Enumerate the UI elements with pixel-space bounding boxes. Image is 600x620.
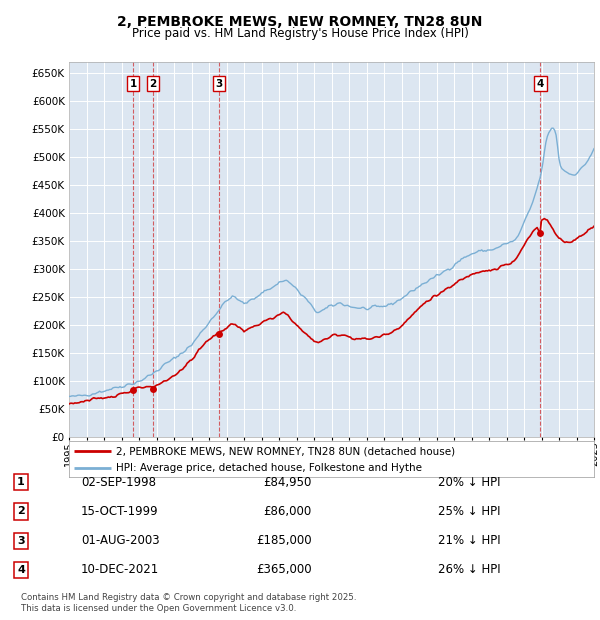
Text: 2: 2 — [149, 79, 157, 89]
Text: 2: 2 — [17, 507, 25, 516]
Text: 25% ↓ HPI: 25% ↓ HPI — [438, 505, 500, 518]
Text: 1: 1 — [17, 477, 25, 487]
Text: Contains HM Land Registry data © Crown copyright and database right 2025.
This d: Contains HM Land Registry data © Crown c… — [21, 593, 356, 613]
Text: 10-DEC-2021: 10-DEC-2021 — [81, 564, 159, 576]
Text: 2, PEMBROKE MEWS, NEW ROMNEY, TN28 8UN (detached house): 2, PEMBROKE MEWS, NEW ROMNEY, TN28 8UN (… — [116, 446, 455, 456]
Text: 02-SEP-1998: 02-SEP-1998 — [81, 476, 156, 489]
Text: 1: 1 — [130, 79, 137, 89]
Text: 20% ↓ HPI: 20% ↓ HPI — [438, 476, 500, 489]
Text: 3: 3 — [17, 536, 25, 546]
Text: 4: 4 — [17, 565, 25, 575]
Text: £365,000: £365,000 — [256, 564, 312, 576]
Text: 21% ↓ HPI: 21% ↓ HPI — [438, 534, 500, 547]
Text: £185,000: £185,000 — [256, 534, 312, 547]
Text: £84,950: £84,950 — [263, 476, 312, 489]
Text: HPI: Average price, detached house, Folkestone and Hythe: HPI: Average price, detached house, Folk… — [116, 463, 422, 472]
Text: 01-AUG-2003: 01-AUG-2003 — [81, 534, 160, 547]
Text: 2, PEMBROKE MEWS, NEW ROMNEY, TN28 8UN: 2, PEMBROKE MEWS, NEW ROMNEY, TN28 8UN — [118, 16, 482, 30]
Text: Price paid vs. HM Land Registry's House Price Index (HPI): Price paid vs. HM Land Registry's House … — [131, 27, 469, 40]
Text: 15-OCT-1999: 15-OCT-1999 — [81, 505, 158, 518]
Text: 26% ↓ HPI: 26% ↓ HPI — [438, 564, 500, 576]
Text: 3: 3 — [215, 79, 223, 89]
Text: 4: 4 — [537, 79, 544, 89]
Text: £86,000: £86,000 — [264, 505, 312, 518]
